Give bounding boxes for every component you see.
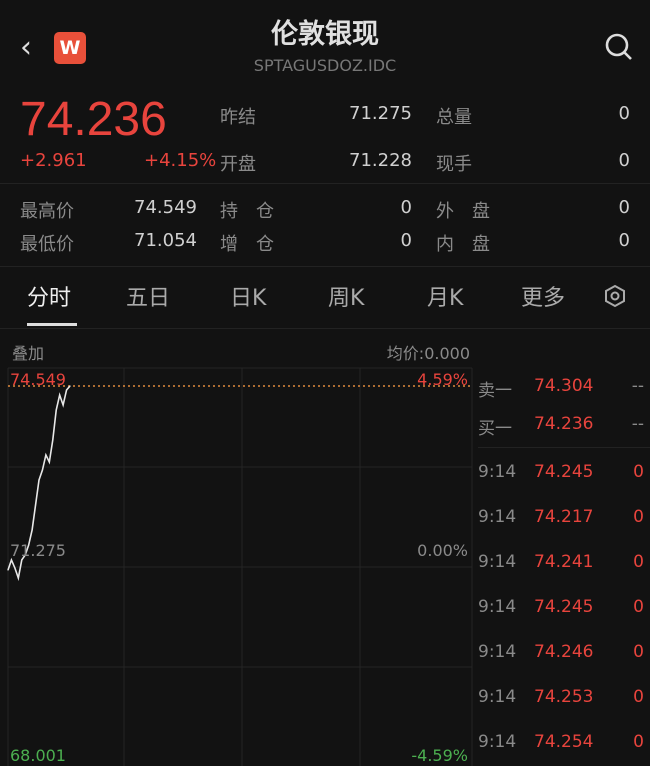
tab-five-day[interactable]: 五日 [126, 286, 171, 311]
price-point [52, 439, 54, 441]
tick-price: 74.246 [534, 642, 594, 662]
price-point [59, 394, 61, 396]
pct-label-mid: 0.00% [417, 541, 468, 560]
active-tab-indicator [27, 323, 77, 326]
divider [478, 447, 650, 448]
field-value: 0 [400, 197, 412, 218]
price-point [31, 529, 33, 531]
ask-label: 卖一 [478, 381, 512, 401]
field-label: 内 盘 [436, 234, 490, 255]
tick-time: 9:14 [478, 462, 517, 482]
bid-price: 74.236 [534, 414, 594, 434]
field-value: 71.054 [134, 230, 197, 251]
tick-time: 9:14 [478, 687, 517, 707]
tab-more[interactable]: 更多 [521, 286, 566, 311]
price-change: +2.961 [20, 150, 87, 171]
field-label: 最高价 [20, 201, 74, 222]
field-label: 增 仓 [220, 234, 274, 255]
tab-intraday[interactable]: 分时 [27, 286, 72, 311]
pct-label-high: 4.59% [417, 370, 468, 389]
field-label: 现手 [436, 154, 472, 175]
price-point [55, 409, 57, 411]
price-point [34, 504, 37, 506]
tick-price: 74.217 [534, 507, 594, 527]
field-value: 71.228 [349, 150, 412, 171]
price-point [10, 559, 13, 561]
tick-time: 9:14 [478, 642, 517, 662]
tick-price: 74.245 [534, 462, 594, 482]
field-label: 外 盘 [436, 201, 490, 222]
tab-monthly-k[interactable]: 月K [427, 286, 464, 311]
field-label: 总量 [436, 107, 472, 128]
divider [0, 183, 650, 184]
price-change-pct: +4.15% [144, 150, 217, 171]
price-point [65, 389, 68, 391]
settings-hexagon-icon[interactable] [603, 284, 627, 308]
average-price: 均价:0.000 [386, 344, 470, 363]
tick-volume: 0 [633, 642, 644, 662]
field-label: 昨结 [220, 107, 256, 128]
ask-price: 74.304 [534, 376, 594, 396]
last-price: 74.236 [20, 93, 167, 146]
price-point [28, 544, 30, 546]
tick-volume: 0 [633, 462, 644, 482]
tick-time: 9:14 [478, 597, 517, 617]
tick-price: 74.241 [534, 552, 594, 572]
tick-volume: 0 [633, 507, 644, 527]
price-point [45, 454, 47, 456]
tab-daily-k[interactable]: 日K [230, 286, 267, 311]
back-chevron-icon[interactable]: ‹ [20, 30, 32, 65]
tick-time: 9:14 [478, 732, 517, 752]
field-value: 0 [618, 230, 630, 251]
ask-volume: -- [631, 376, 644, 396]
field-label: 开盘 [220, 154, 256, 175]
price-point [41, 469, 44, 471]
price-point [69, 385, 71, 387]
tick-price: 74.254 [534, 732, 594, 752]
tick-volume: 0 [633, 597, 644, 617]
tick-time: 9:14 [478, 507, 517, 527]
pct-label-low: -4.59% [411, 746, 468, 765]
page-title: 伦敦银现 [271, 19, 379, 50]
price-point [21, 559, 23, 561]
tick-price: 74.253 [534, 687, 594, 707]
field-value: 71.275 [349, 103, 412, 124]
price-point [24, 554, 26, 556]
field-value: 0 [400, 230, 412, 251]
field-value: 0 [618, 197, 630, 218]
tick-volume: 0 [633, 687, 644, 707]
price-point [48, 461, 50, 463]
y-label-low: 68.001 [10, 746, 66, 765]
overlay-button[interactable]: 叠加 [12, 344, 45, 363]
y-label-high: 74.549 [10, 370, 66, 389]
chart-tabs: 分时 五日 日K 周K 月K 更多 [0, 280, 650, 320]
tab-weekly-k[interactable]: 周K [328, 286, 365, 311]
tick-volume: 0 [633, 552, 644, 572]
field-label: 最低价 [20, 234, 74, 255]
field-label: 持 仓 [220, 201, 274, 222]
field-value: 0 [618, 103, 630, 124]
search-icon[interactable] [604, 32, 634, 62]
symbol-code: SPTAGUSDOZ.IDC [253, 56, 397, 75]
tick-time: 9:14 [478, 552, 517, 572]
price-point [62, 404, 64, 406]
bid-label: 买一 [478, 419, 512, 439]
field-value: 74.549 [134, 197, 197, 218]
tick-volume: 0 [633, 732, 644, 752]
divider [0, 328, 650, 329]
price-point [38, 479, 40, 481]
tick-price: 74.245 [534, 597, 594, 617]
watchlist-logo[interactable]: W [54, 32, 86, 64]
divider [0, 266, 650, 267]
price-point [14, 567, 16, 569]
field-value: 0 [618, 150, 630, 171]
price-point [7, 569, 9, 571]
y-label-mid: 71.275 [10, 541, 66, 560]
bid-volume: -- [631, 414, 644, 434]
price-point [17, 577, 19, 579]
